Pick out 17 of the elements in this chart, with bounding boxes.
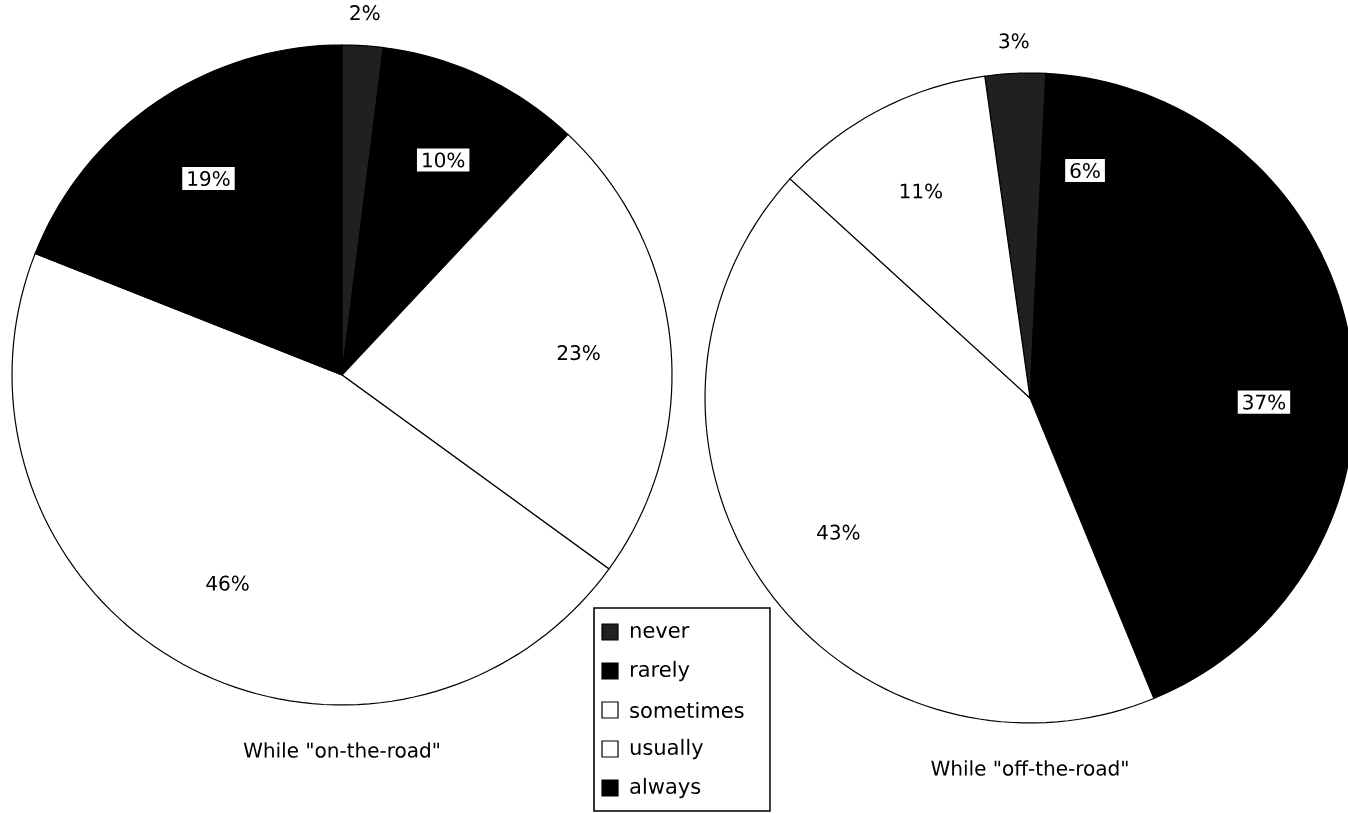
data-label: 19%	[188, 170, 230, 187]
data-label: 2%	[350, 5, 380, 21]
legend-label: usually	[630, 738, 703, 760]
data-label: 3%	[999, 33, 1029, 49]
text: While "on-the-road"	[243, 742, 439, 758]
data-label: 43%	[817, 524, 860, 540]
text: While "off-the-road"	[931, 760, 1128, 776]
legend-label: rarely	[630, 660, 690, 682]
legend-label: sometimes	[630, 701, 744, 719]
data-label: 6%	[1070, 162, 1100, 179]
data-label: 37%	[1243, 394, 1286, 410]
data-label: 10%	[423, 152, 465, 168]
data-label: 23%	[557, 345, 600, 361]
data-label: 46%	[206, 575, 249, 591]
legend-label: never	[630, 625, 690, 638]
legend-label: always	[630, 777, 701, 799]
data-label: 11%	[900, 183, 942, 199]
